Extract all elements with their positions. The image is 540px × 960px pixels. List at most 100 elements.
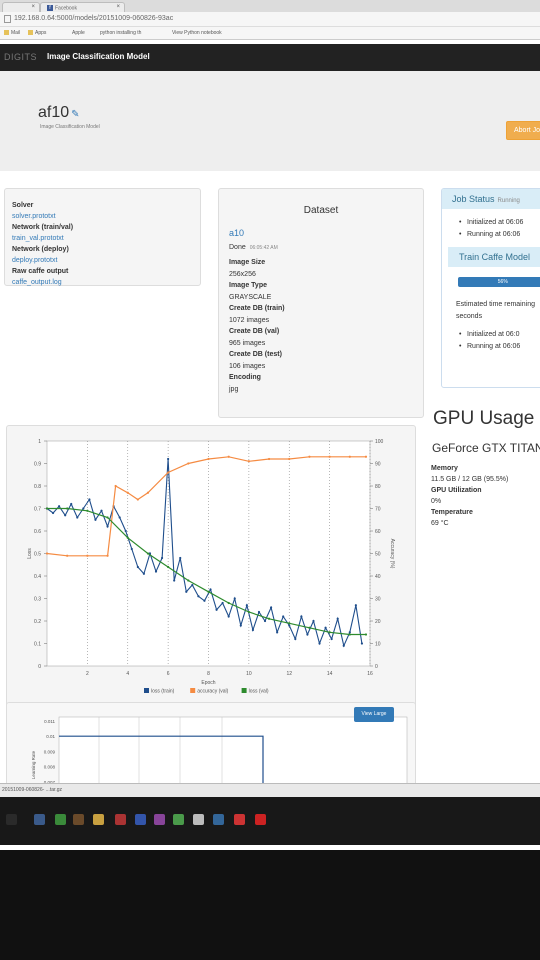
app-icon[interactable] (115, 814, 126, 825)
raw-output-link[interactable]: caffe_output.log (12, 279, 62, 286)
folder-icon[interactable] (93, 814, 104, 825)
legend-swatch (241, 688, 247, 693)
y-tick-label: 0.9 (34, 462, 41, 468)
app-icon[interactable] (154, 814, 165, 825)
x-tick-label: 12 (286, 671, 292, 677)
app-icon[interactable] (234, 814, 245, 825)
page-icon (4, 15, 11, 23)
view-large-button[interactable]: View Large (354, 707, 394, 722)
brand-logo[interactable]: DIGITS (4, 52, 38, 62)
address-bar[interactable]: 192.168.0.64:5000/models/20151009-060826… (0, 12, 540, 27)
tab-close-icon[interactable]: × (116, 4, 120, 10)
data-point (173, 579, 176, 582)
edit-icon[interactable]: ✎ (71, 109, 80, 120)
y-tick-label: 0.2 (34, 619, 41, 625)
data-point (269, 606, 273, 609)
y-tick-label: 0.3 (34, 597, 41, 603)
bookmark-item[interactable]: Apple (72, 30, 85, 36)
data-point (342, 644, 345, 647)
data-point (360, 642, 364, 645)
dataset-status: Done 06:05:42 AM (229, 244, 278, 251)
data-point (106, 554, 109, 557)
bookmark-item[interactable]: Apps (28, 30, 46, 36)
network-deploy-link[interactable]: deploy.prototxt (12, 257, 58, 264)
dataset-name-link[interactable]: a10 (229, 228, 245, 238)
data-point (288, 457, 291, 461)
app-icon[interactable] (213, 814, 224, 825)
lr-y-tick-label: 0.008 (44, 765, 56, 770)
data-point (308, 626, 311, 629)
data-point (66, 507, 69, 510)
y2-tick-label: 70 (375, 507, 381, 513)
mail-icon[interactable] (34, 814, 45, 825)
start-icon[interactable] (6, 814, 17, 825)
training-chart[interactable]: 2 4 6 8 10 12 14 1600.10.20.30.40.50.60.70.80.9… (7, 426, 417, 726)
bookmark-item[interactable]: python installing th (100, 30, 142, 36)
y-tick-label: 0.5 (34, 552, 41, 558)
tab-close-icon[interactable]: × (31, 4, 35, 10)
download-bar: 20151009-060826- ...tar.gz (0, 783, 540, 797)
x-tick-label: 10 (246, 671, 252, 677)
data-point (203, 599, 206, 602)
job-status-item: Initialized at 06:06 (442, 217, 540, 229)
data-point (330, 637, 333, 641)
gpu-util-value: 0% (431, 498, 442, 505)
create-db-test-title: Create DB (test) (229, 351, 282, 358)
folder-icon (28, 30, 33, 36)
data-point (294, 637, 297, 641)
x-tick-label: 4 (126, 671, 129, 677)
bookmark-item[interactable]: View Python notebook (172, 30, 222, 36)
legend-swatch (144, 688, 149, 693)
download-file[interactable]: 20151009-060826- ...tar.gz (2, 787, 63, 793)
data-point (187, 579, 190, 582)
data-point (267, 617, 271, 620)
filezilla-icon[interactable] (255, 814, 266, 825)
train-model-header[interactable]: Train Caffe Model (448, 247, 540, 267)
browser-tab-prev[interactable]: × (2, 2, 40, 12)
lr-y-tick-label: 0.007 (44, 780, 56, 785)
dataset-heading: Dataset (303, 205, 339, 216)
model-header: af10 ✎ Image Classification Model Abort J… (0, 71, 540, 171)
data-point (227, 615, 230, 618)
app-icon[interactable] (55, 814, 66, 825)
y2-tick-label: 80 (375, 484, 381, 490)
network-trainval-link[interactable]: train_val.prototxt (12, 235, 64, 242)
abort-job-button[interactable]: Abort Job (506, 121, 540, 140)
data-point (124, 529, 127, 533)
data-point (106, 516, 109, 519)
lr-y-tick-label: 0.009 (44, 749, 56, 754)
create-db-test-value: 106 images (229, 362, 266, 370)
y2-axis-label: Accuracy (%) (389, 539, 395, 569)
app-icon[interactable] (135, 814, 146, 825)
encoding-value: jpg (229, 385, 239, 393)
browser-tab[interactable]: f Facebook × (40, 2, 125, 12)
image-size-title: Image Size (229, 259, 266, 266)
data-point (348, 455, 351, 458)
lr-series-line (59, 735, 264, 803)
bookmark-item[interactable]: Mail (4, 30, 20, 36)
legend-label: accuracy (val) (197, 689, 228, 695)
data-point (106, 525, 109, 528)
data-point (247, 460, 250, 463)
screen: f Facebook × × 192.168.0.64:5000/models/2… (0, 0, 540, 850)
raw-output-title: Raw caffe output (12, 268, 69, 275)
job-state: Running (497, 198, 520, 204)
train-progress-bar: 56% (458, 277, 540, 287)
data-point (136, 498, 139, 501)
chrome-icon[interactable] (173, 814, 184, 825)
data-point (263, 619, 267, 623)
y2-tick-label: 10 (375, 642, 381, 648)
data-point (348, 631, 351, 634)
data-point (318, 642, 321, 645)
app-icon[interactable] (193, 814, 204, 825)
url-text[interactable]: 192.168.0.64:5000/models/20151009-060826… (14, 15, 174, 22)
data-point (364, 455, 368, 458)
app-icon[interactable] (73, 814, 84, 825)
data-point (86, 509, 89, 512)
data-point (207, 590, 210, 593)
solver-link[interactable]: solver.prototxt (12, 213, 56, 220)
data-point (215, 608, 218, 611)
data-point (288, 624, 291, 627)
data-point (94, 518, 97, 521)
monitor-bezel (0, 850, 540, 960)
